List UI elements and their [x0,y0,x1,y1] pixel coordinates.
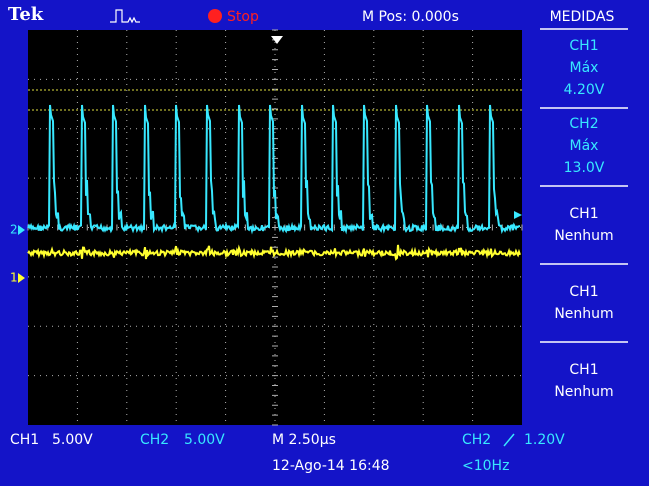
ch1-scale: 5.00V [52,432,93,448]
menu-source: CH1 [569,362,598,378]
status: Stop [227,9,259,25]
ch1-trace [27,244,521,261]
frequency: <10Hz [462,458,509,474]
position: M Pos: 0.000s [362,9,459,25]
menu-title: MEDIDAS [550,9,615,25]
timebase: M 2.50µs [272,432,336,448]
ch1-label: CH1 [10,432,39,448]
trigger-position [271,36,283,44]
menu-type: Nenhum [554,384,613,400]
ch2-scale: 5.00V [184,432,225,448]
menu-source: CH1 [569,38,598,54]
menu-type: Máx [570,60,599,76]
date: 12-Ago-14 16:48 [272,458,390,474]
ch2-label: CH2 [140,432,169,448]
menu-source: CH1 [569,284,598,300]
ch2-trace [27,104,521,235]
trigger-source: CH2 [462,432,491,448]
trigger-icon [110,9,140,24]
grid [27,29,523,426]
ch1-marker: 1 [10,271,18,285]
ch1-arrow [18,273,25,283]
side-menu: CH1 Máx 4.20V CH2 Máx 13.0V CH1 Nenhum CH1 Nenhum… [540,28,628,400]
menu-source: CH2 [569,116,598,132]
menu-type: Nenhum [554,306,613,322]
trigger-slope [503,433,515,447]
menu-source: CH1 [569,206,598,222]
trigger-level [514,211,522,219]
ch2-arrow [18,225,25,235]
menu-value: 13.0V [564,160,605,176]
trigger-level-label: 1.20V [524,432,565,448]
waveforms [27,104,521,261]
brand: Tek [8,4,44,25]
menu-value: 4.20V [564,82,605,98]
menu-type: Nenhum [554,228,613,244]
menu-type: Máx [570,138,599,154]
status-dot [208,9,222,23]
ch2-marker: 2 [10,223,18,237]
